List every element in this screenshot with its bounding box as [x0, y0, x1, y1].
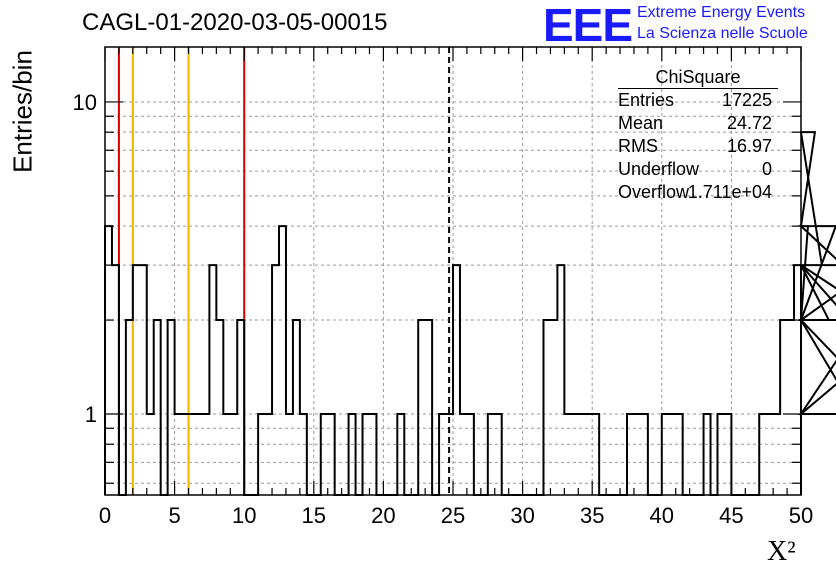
- x-tick-label: 30: [510, 503, 534, 528]
- y-tick-label: 1: [85, 402, 97, 427]
- y-axis-label: Entries/bin: [7, 50, 38, 173]
- logo-text-line1: Extreme Energy Events: [637, 4, 806, 21]
- axis-ticks: 0 5 10 15 20 25 30 35 40 45 50 1 10: [73, 47, 813, 528]
- stats-label: Overflow: [618, 182, 690, 202]
- stats-value: 0: [761, 159, 772, 179]
- stats-title: ChiSquare: [618, 66, 778, 89]
- stats-value: 17225: [721, 90, 772, 110]
- x-axis-label: X²: [767, 536, 796, 567]
- x-tick-label: 25: [441, 503, 465, 528]
- x-tick-label: 45: [719, 503, 743, 528]
- stats-row-mean: Mean 24.72: [612, 112, 778, 135]
- stats-row-entries: Entries 17225: [612, 89, 778, 112]
- stats-label: Underflow: [618, 159, 700, 179]
- stats-label: Entries: [618, 90, 675, 110]
- stats-value: 16.97: [726, 136, 772, 156]
- logo-text-line2: La Scienza nelle Scuole: [637, 25, 808, 42]
- histogram-series: [104, 131, 836, 496]
- eee-logo: EEE: [543, 0, 633, 51]
- x-tick-label: 0: [99, 503, 111, 528]
- x-tick-label: 20: [371, 503, 395, 528]
- stats-label: RMS: [618, 136, 658, 156]
- stats-row-overflow: Overflow 1.711e+04: [612, 181, 778, 204]
- stats-value: 24.72: [726, 113, 772, 133]
- x-tick-label: 40: [650, 503, 674, 528]
- x-tick-label: 35: [580, 503, 604, 528]
- histogram-outline: [104, 131, 836, 496]
- x-tick-label: 5: [168, 503, 180, 528]
- stats-row-underflow: Underflow 0: [612, 158, 778, 181]
- x-tick-label: 50: [789, 503, 813, 528]
- x-tick-label: 10: [232, 503, 256, 528]
- stats-label: Mean: [618, 113, 664, 133]
- chart-title: CAGL-01-2020-03-05-00015: [82, 9, 388, 36]
- y-tick-label: 10: [73, 90, 97, 115]
- stats-value: 1.711e+04: [687, 182, 772, 202]
- stats-box: ChiSquare Entries 17225 Mean 24.72 RMS 1…: [612, 66, 778, 204]
- stats-row-rms: RMS 16.97: [612, 135, 778, 158]
- x-tick-label: 15: [302, 503, 326, 528]
